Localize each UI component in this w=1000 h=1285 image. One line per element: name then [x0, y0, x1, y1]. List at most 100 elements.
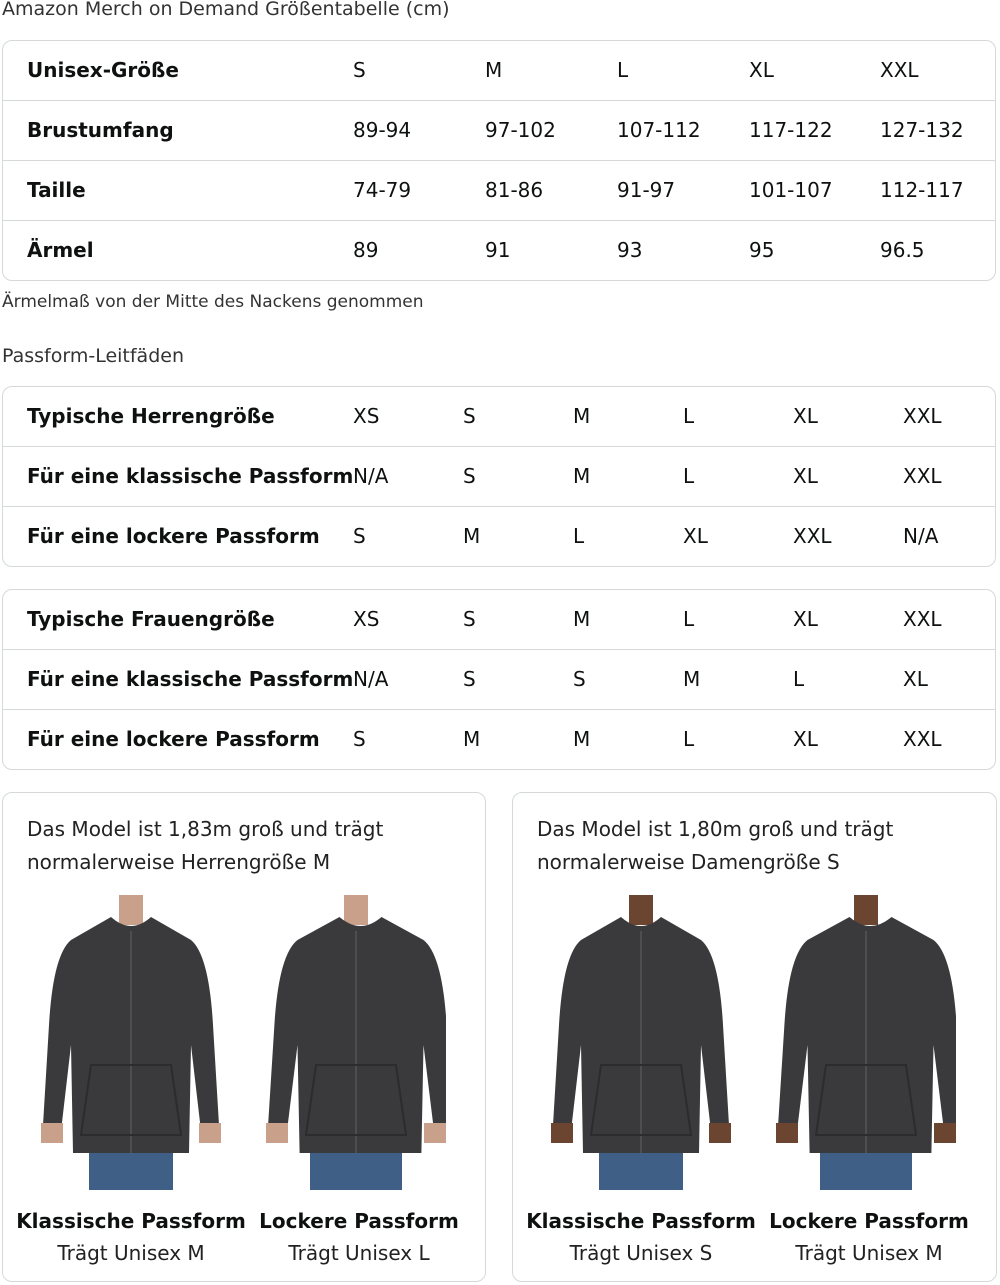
cell: M	[463, 524, 481, 548]
row-label: Typische Herrengröße	[27, 404, 275, 428]
fit-title: Klassische Passform	[16, 1209, 246, 1233]
cell: XL	[793, 404, 818, 428]
table-row: Ärmel 89 91 93 95 96.5	[3, 221, 995, 280]
row-label: Für eine lockere Passform	[27, 727, 320, 751]
cell: M	[485, 58, 503, 82]
cell: S	[463, 607, 476, 631]
fit-guides-title: Passform-Leitfäden	[2, 345, 184, 367]
cell: N/A	[353, 667, 389, 691]
cell: M	[573, 727, 591, 751]
cell: 107-112	[617, 118, 701, 142]
row-label: Für eine klassische Passform	[27, 667, 354, 691]
cell: M	[683, 667, 701, 691]
cell: XL	[793, 464, 818, 488]
fit-title: Lockere Passform	[769, 1209, 969, 1233]
table-row: Brustumfang 89-94 97-102 107-112 117-122 127-…	[3, 101, 995, 161]
cell: L	[793, 667, 805, 691]
model-photo	[551, 895, 731, 1190]
cell: L	[683, 464, 695, 488]
cell: 91-97	[617, 178, 676, 202]
sleeve-note: Ärmelmaß von der Mitte des Nackens genom…	[2, 292, 424, 312]
table-row: Typische Frauengröße XS S M L XL XXL	[3, 590, 995, 650]
cell: XL	[749, 58, 774, 82]
cell: XXL	[903, 727, 942, 751]
row-label: Brustumfang	[27, 118, 174, 142]
cell: M	[573, 404, 591, 428]
cell: L	[683, 727, 695, 751]
table-row: Taille 74-79 81-86 91-97 101-107 112-117	[3, 161, 995, 221]
cell: XL	[683, 524, 708, 548]
fit-subtitle: Trägt Unisex M	[57, 1241, 205, 1265]
cell: 81-86	[485, 178, 544, 202]
fit-title: Klassische Passform	[526, 1209, 756, 1233]
model-description: Das Model ist 1,83m groß und trägt norma…	[27, 817, 384, 874]
table-row: Für eine lockere Passform S M L XL XXL N/A	[3, 507, 995, 566]
cell: S	[463, 464, 476, 488]
cell: M	[573, 464, 591, 488]
row-label: Taille	[27, 178, 86, 202]
cell: XXL	[903, 464, 942, 488]
table-row: Unisex-Größe S M L XL XXL	[3, 41, 995, 101]
cell: XL	[903, 667, 928, 691]
cell: L	[617, 58, 629, 82]
cell: 97-102	[485, 118, 556, 142]
cell: S	[353, 58, 366, 82]
cell: L	[683, 404, 695, 428]
women-fit-table: Typische Frauengröße XS S M L XL XXL Für eine k…	[2, 589, 996, 770]
model-description: Das Model ist 1,80m groß und trägt norma…	[537, 817, 894, 874]
fit-title: Lockere Passform	[259, 1209, 459, 1233]
cell: S	[353, 524, 366, 548]
photo-caption: Lockere Passform Trägt Unisex M	[749, 1209, 989, 1265]
model-photo	[776, 895, 963, 1190]
cell: M	[463, 727, 481, 751]
men-fit-table: Typische Herrengröße XS S M L XL XXL Für eine k…	[2, 386, 996, 567]
size-chart-title: Amazon Merch on Demand Größentabelle (cm…	[2, 0, 450, 20]
cell: XXL	[903, 404, 942, 428]
cell: M	[573, 607, 591, 631]
table-row: Typische Herrengröße XS S M L XL XXL	[3, 387, 995, 447]
cell: 101-107	[749, 178, 833, 202]
row-label: Für eine lockere Passform	[27, 524, 320, 548]
cell: 96.5	[880, 238, 925, 262]
photo-caption: Klassische Passform Trägt Unisex S	[521, 1209, 761, 1265]
model-photo	[266, 895, 453, 1190]
fit-subtitle: Trägt Unisex L	[288, 1241, 430, 1265]
table-row: Für eine klassische Passform N/A S M L XL XXL	[3, 447, 995, 507]
model-card-women: Das Model ist 1,80m groß und trägt norma…	[512, 792, 997, 1282]
cell: XL	[793, 727, 818, 751]
fit-subtitle: Trägt Unisex S	[569, 1241, 713, 1265]
cell: XXL	[880, 58, 919, 82]
cell: 117-122	[749, 118, 833, 142]
cell: 93	[617, 238, 643, 262]
cell: XXL	[903, 607, 942, 631]
cell: XS	[353, 404, 380, 428]
cell: XL	[793, 607, 818, 631]
cell: 89-94	[353, 118, 412, 142]
row-label: Für eine klassische Passform	[27, 464, 354, 488]
model-card-men: Das Model ist 1,83m groß und trägt norma…	[2, 792, 486, 1282]
cell: 112-117	[880, 178, 964, 202]
cell: S	[353, 727, 366, 751]
cell: S	[463, 667, 476, 691]
cell: XXL	[793, 524, 832, 548]
cell: N/A	[353, 464, 389, 488]
size-chart-table: Unisex-Größe S M L XL XXL Brustumfang 89-94 97-1…	[2, 40, 996, 281]
photo-caption: Klassische Passform Trägt Unisex M	[11, 1209, 251, 1265]
row-label: Ärmel	[27, 238, 94, 262]
row-label: Unisex-Größe	[27, 58, 179, 82]
table-row: Für eine lockere Passform S M M L XL XXL	[3, 710, 995, 769]
cell: L	[683, 607, 695, 631]
cell: N/A	[903, 524, 939, 548]
cell: XS	[353, 607, 380, 631]
cell: 89	[353, 238, 379, 262]
cell: 74-79	[353, 178, 412, 202]
cell: L	[573, 524, 585, 548]
cell: S	[463, 404, 476, 428]
fit-subtitle: Trägt Unisex M	[795, 1241, 943, 1265]
cell: 95	[749, 238, 775, 262]
table-row: Für eine klassische Passform N/A S S M L XL	[3, 650, 995, 710]
row-label: Typische Frauengröße	[27, 607, 275, 631]
model-photo	[41, 895, 221, 1190]
cell: 91	[485, 238, 511, 262]
photo-caption: Lockere Passform Trägt Unisex L	[239, 1209, 479, 1265]
